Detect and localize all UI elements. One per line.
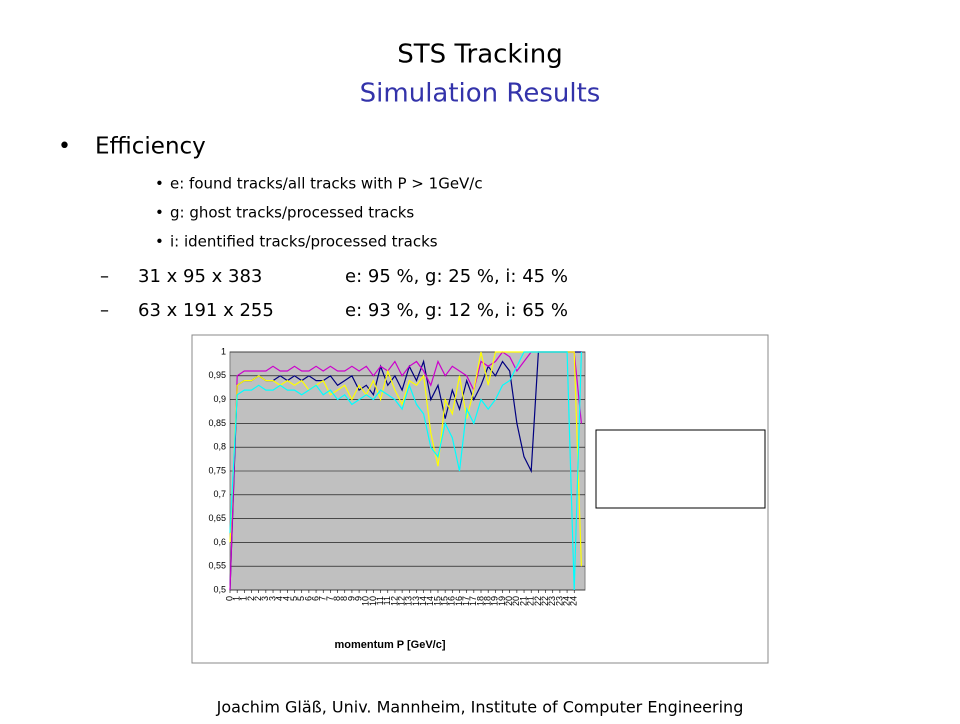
legend <box>595 429 766 509</box>
sub-bullet: i: identified tracks/processed tracks <box>170 233 438 251</box>
bullet-dot: • <box>58 134 71 159</box>
y-tick-label: 0,75 <box>208 465 226 475</box>
x-tick-label: 13 <box>411 596 421 606</box>
x-tick-label: 24 <box>569 596 579 606</box>
x-tick-label: 8 <box>332 596 342 601</box>
y-tick-label: 0,6 <box>213 537 226 547</box>
result: e: 93 %, g: 12 %, i: 65 % <box>345 300 568 321</box>
y-tick-label: 0,5 <box>213 584 226 594</box>
x-tick-label: 7 <box>325 596 335 601</box>
x-tick-label: 5 <box>289 596 299 601</box>
y-tick-label: 0,95 <box>208 370 226 380</box>
x-tick-label: 20 <box>511 596 521 606</box>
sub-bullet: g: ghost tracks/processed tracks <box>170 204 414 222</box>
bullet-dot: • <box>155 233 164 251</box>
x-tick-label: 6 <box>310 596 320 601</box>
x-tick-label: 18 <box>475 596 485 606</box>
x-tick-label: 2 <box>246 596 256 601</box>
result: e: 95 %, g: 25 %, i: 45 % <box>345 266 568 287</box>
results: – 31 x 95 x 383 e: 95 %, g: 25 %, i: 45 … <box>100 266 568 321</box>
x-tick-label: 5 <box>296 596 306 601</box>
config: 31 x 95 x 383 <box>138 266 262 287</box>
series-line <box>229 351 582 591</box>
title: STS Tracking <box>397 40 562 70</box>
x-tick-label: 12 <box>396 596 406 606</box>
x-tick-label: 3 <box>267 596 277 601</box>
x-tick-label: 19 <box>497 596 507 606</box>
x-tick-label: 16 <box>454 596 464 606</box>
x-tick-label: 1 <box>232 596 242 601</box>
x-tick-label: 8 <box>339 596 349 601</box>
x-tick-label: 14 <box>418 596 428 606</box>
series-line <box>229 351 582 591</box>
series-line <box>229 351 582 567</box>
x-tick-label: 20 <box>504 596 514 606</box>
x-tick-label: 13 <box>404 596 414 606</box>
x-tick-label: 15 <box>432 596 442 606</box>
x-tick-label: 7 <box>318 596 328 601</box>
x-tick-label: 15 <box>440 596 450 606</box>
x-tick-label: 0 <box>224 596 234 601</box>
x-tick-label: 11 <box>375 596 385 605</box>
y-tick-label: 0,85 <box>208 418 226 428</box>
config: 63 x 191 x 255 <box>138 300 274 321</box>
x-tick-label: 24 <box>561 596 571 606</box>
y-tick-label: 0,65 <box>208 513 226 523</box>
x-tick-label: 21 <box>526 596 536 606</box>
x-tick-label: 22 <box>540 596 550 606</box>
x-tick-label: 23 <box>554 596 564 606</box>
y-tick-label: 0,8 <box>213 442 226 452</box>
footer: Joachim Gläß, Univ. Mannheim, Institute … <box>216 698 744 717</box>
series-line <box>229 351 582 591</box>
bullet-dot: • <box>155 175 164 193</box>
x-tick-label: 3 <box>260 596 270 601</box>
x-tick-label: 9 <box>346 596 356 601</box>
subtitle: Simulation Results <box>360 79 601 109</box>
x-tick-label: 17 <box>461 596 471 606</box>
x-tick-label: 1 <box>239 596 249 601</box>
x-tick-label: 4 <box>275 596 285 601</box>
x-tick-label: 10 <box>368 596 378 606</box>
x-tick-label: 12 <box>389 596 399 606</box>
x-tick-label: 16 <box>447 596 457 606</box>
x-tick-label: 17 <box>468 596 478 606</box>
x-tick-label: 9 <box>353 596 363 601</box>
y-tick-label: 0,7 <box>213 489 226 499</box>
x-tick-label: 2 <box>253 596 263 601</box>
x-tick-label: 4 <box>282 596 292 601</box>
x-tick-label: 11 <box>382 596 392 605</box>
bullet-main: Efficiency <box>95 134 206 160</box>
bullet-dot: • <box>155 204 164 222</box>
y-tick-label: 1 <box>221 346 226 356</box>
sub-bullet: e: found tracks/all tracks with P > 1GeV… <box>170 175 483 193</box>
x-tick-label: 19 <box>490 596 500 606</box>
x-tick-label: 10 <box>361 596 371 606</box>
x-tick-label: 6 <box>303 596 313 601</box>
dash: – <box>100 266 109 287</box>
y-tick-label: 0,9 <box>213 394 226 404</box>
x-tick-label: 14 <box>425 596 435 606</box>
x-tick-label: 23 <box>547 596 557 606</box>
x-tick-label: 22 <box>533 596 543 606</box>
sub-bullets: • e: found tracks/all tracks with P > 1G… <box>155 175 483 251</box>
x-tick-label: 21 <box>518 596 528 606</box>
x-tick-label: 18 <box>483 596 493 606</box>
y-tick-label: 0,55 <box>208 561 226 571</box>
x-axis-label: momentum P [GeV/c] <box>334 639 445 651</box>
dash: – <box>100 300 109 321</box>
